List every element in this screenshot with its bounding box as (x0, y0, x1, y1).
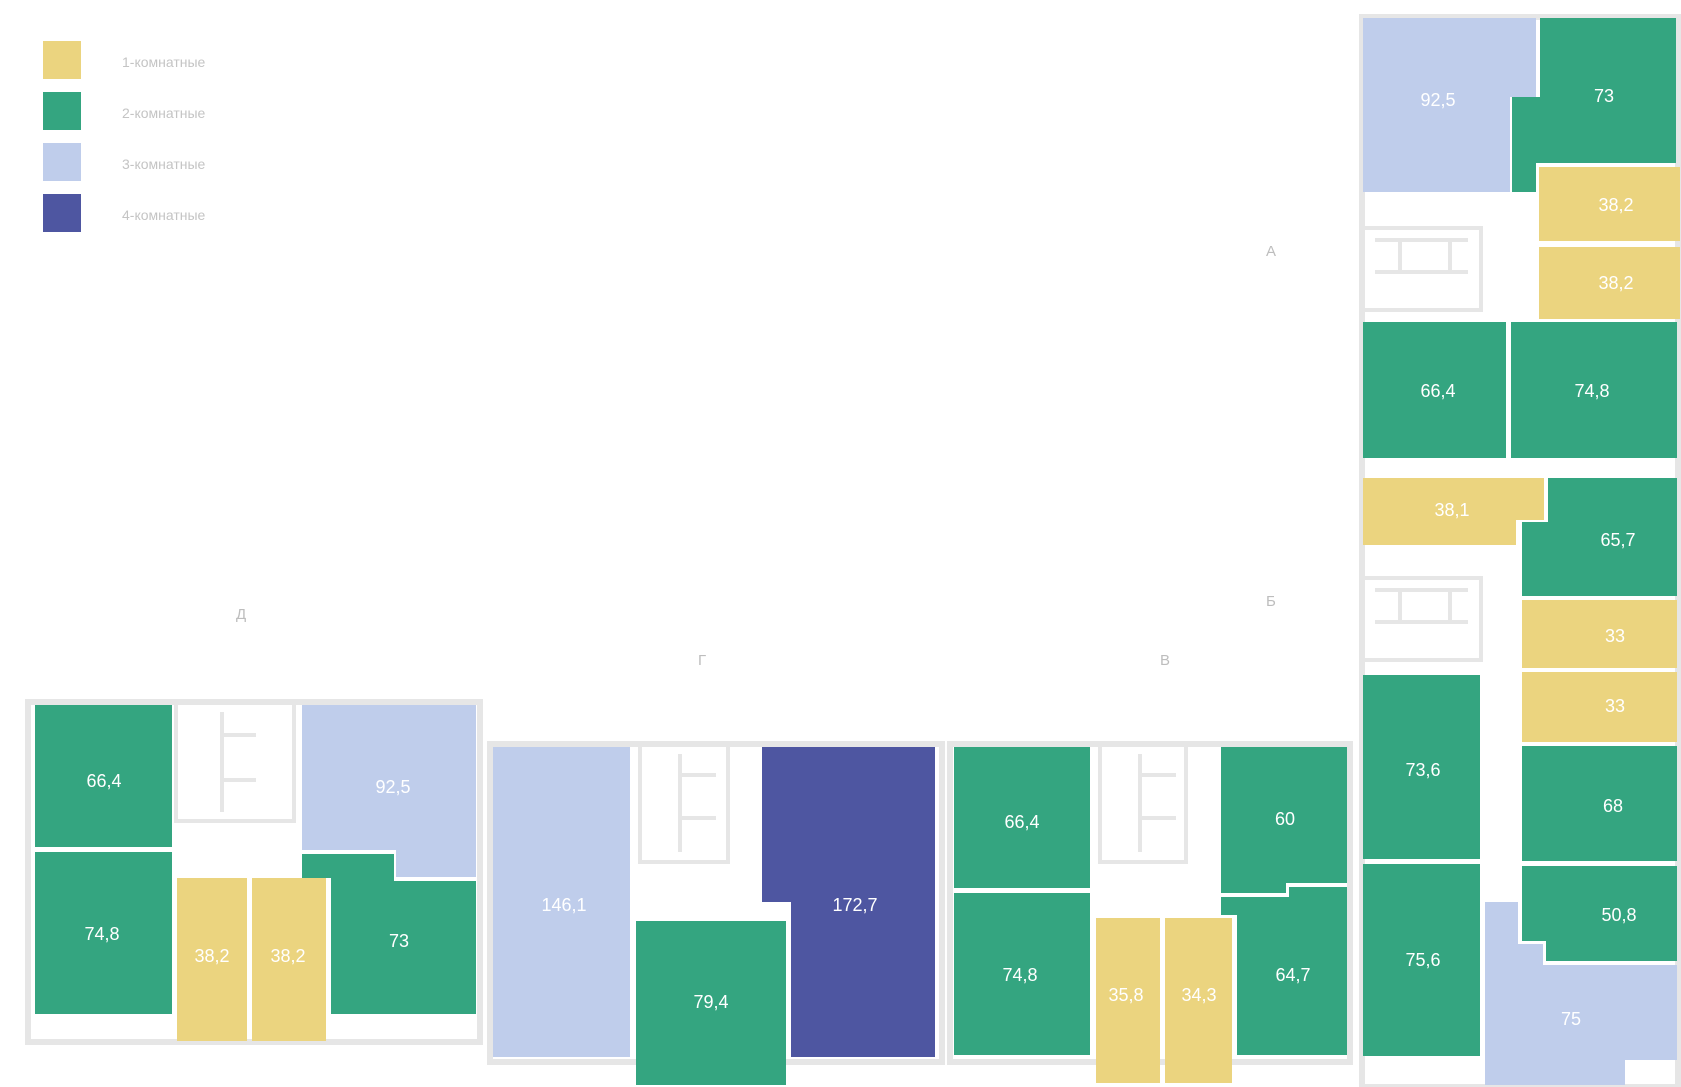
apartment-d-74-8[interactable] (35, 852, 172, 1014)
apartment-d-73-label: 73 (389, 931, 409, 951)
apartment-b-65-7[interactable] (1522, 478, 1677, 596)
apartment-b-33-bottom-label: 33 (1605, 696, 1625, 716)
apartment-a-38-2-bottom[interactable] (1539, 247, 1680, 319)
apartment-v-60[interactable] (1221, 747, 1347, 893)
apartment-v-34-3[interactable] (1165, 918, 1232, 1083)
apartment-b-75-6[interactable] (1363, 864, 1480, 1056)
apartment-b-75[interactable] (1485, 902, 1677, 1085)
legend-swatch-4room (43, 194, 81, 232)
apartment-v-66-4[interactable] (954, 747, 1090, 888)
apartment-b-33-top[interactable] (1522, 600, 1677, 668)
apartment-g-146-1-label: 146,1 (541, 895, 586, 915)
apartment-b-38-1[interactable] (1363, 478, 1544, 545)
apartment-v-74-8-label: 74,8 (1002, 965, 1037, 985)
apartment-b-75-label: 75 (1561, 1009, 1581, 1029)
apartment-d-66-4-label: 66,4 (86, 771, 121, 791)
apartment-b-73-6-label: 73,6 (1405, 760, 1440, 780)
apartment-a-73[interactable] (1512, 18, 1676, 192)
apartment-a-66-4-label: 66,4 (1420, 381, 1455, 401)
apartment-d-38-2-left[interactable] (177, 878, 247, 1041)
section-label-b: Б (1266, 593, 1276, 610)
apartment-b-68[interactable] (1522, 746, 1677, 861)
apartment-a-92-5[interactable] (1363, 18, 1536, 192)
apartment-v-74-8[interactable] (954, 893, 1090, 1055)
section-label-d: Д (236, 606, 246, 623)
apartment-a-92-5-label: 92,5 (1420, 90, 1455, 110)
apartment-d-73[interactable] (302, 854, 476, 1014)
apartment-b-50-8[interactable] (1522, 866, 1677, 961)
legend-swatch-1room (43, 41, 81, 79)
apartment-b-68-label: 68 (1603, 796, 1623, 816)
apartment-a-66-4[interactable] (1363, 322, 1506, 458)
apartment-d-92-5-label: 92,5 (375, 777, 410, 797)
apartment-d-66-4[interactable] (35, 705, 172, 847)
section-label-v: В (1160, 652, 1170, 669)
apartment-b-50-8-label: 50,8 (1601, 905, 1636, 925)
section-label-a: А (1266, 243, 1276, 260)
apartment-a-38-2-top-label: 38,2 (1598, 195, 1633, 215)
apartment-v-60-label: 60 (1275, 809, 1295, 829)
stairwell-b (1361, 576, 1483, 662)
apartment-d-74-8-label: 74,8 (84, 924, 119, 944)
legend-swatch-3room (43, 143, 81, 181)
apartment-d-38-2-left-label: 38,2 (194, 946, 229, 966)
apartment-d-38-2-right[interactable] (252, 878, 326, 1041)
apartment-d-92-5[interactable] (302, 705, 476, 877)
legend-label-4room: 4-комнатные (122, 207, 206, 223)
apartment-v-35-8-label: 35,8 (1108, 985, 1143, 1005)
apartment-a-74-8-label: 74,8 (1574, 381, 1609, 401)
stairwell-a (1361, 226, 1483, 312)
apartment-g-172-7[interactable] (762, 747, 935, 1057)
apartment-a-73-label: 73 (1594, 86, 1614, 106)
stairwell-g (638, 742, 730, 864)
apartment-g-79-4-label: 79,4 (693, 992, 728, 1012)
apartment-d-38-2-right-label: 38,2 (270, 946, 305, 966)
apartment-v-64-7-label: 64,7 (1275, 965, 1310, 985)
apartment-b-75-6-label: 75,6 (1405, 950, 1440, 970)
apartment-b-33-top-label: 33 (1605, 626, 1625, 646)
apartment-v-34-3-label: 34,3 (1181, 985, 1216, 1005)
apartment-v-35-8[interactable] (1096, 918, 1160, 1083)
apartment-a-38-2-top[interactable] (1539, 167, 1680, 241)
legend-label-1room: 1-комнатные (122, 54, 206, 70)
legend-label-3room: 3-комнатные (122, 156, 206, 172)
apartment-g-172-7-label: 172,7 (832, 895, 877, 915)
apartment-a-74-8[interactable] (1511, 322, 1677, 458)
apartment-v-64-7[interactable] (1221, 887, 1347, 1055)
apartment-g-146-1[interactable] (493, 747, 630, 1057)
legend-swatch-2room (43, 92, 81, 130)
stairwell-d (174, 701, 296, 823)
apartment-b-38-1-label: 38,1 (1434, 500, 1469, 520)
stairwell-v (1098, 742, 1188, 864)
legend: 1-комнатные 2-комнатные 3-комнатные 4-ко… (43, 41, 206, 232)
apartment-b-73-6[interactable] (1363, 675, 1480, 859)
apartment-g-79-4[interactable] (636, 921, 786, 1085)
legend-label-2room: 2-комнатные (122, 105, 206, 121)
apartment-b-65-7-label: 65,7 (1600, 530, 1635, 550)
section-label-g: Г (698, 652, 706, 669)
apartment-v-66-4-label: 66,4 (1004, 812, 1039, 832)
apartment-b-33-bottom[interactable] (1522, 672, 1677, 742)
apartment-a-38-2-bottom-label: 38,2 (1598, 273, 1633, 293)
